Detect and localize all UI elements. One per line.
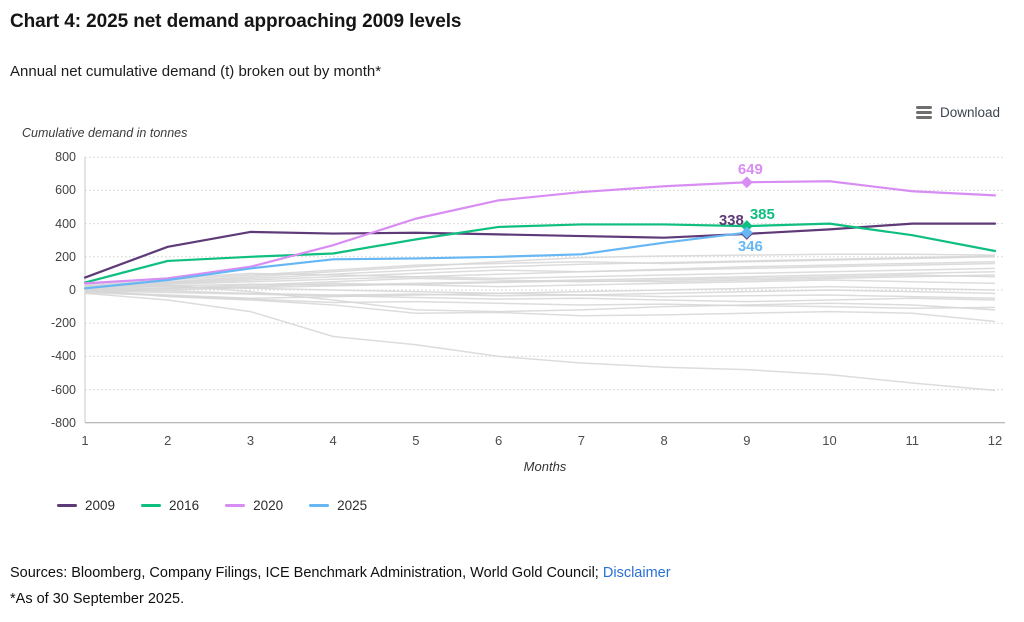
legend-item-2025[interactable]: 2025 [309, 498, 367, 513]
sources-text: Sources: Bloomberg, Company Filings, ICE… [10, 565, 603, 581]
background-year-line [84, 292, 996, 392]
legend-swatch-2009 [57, 504, 77, 507]
download-menu-icon [915, 106, 932, 119]
legend-label-2025: 2025 [337, 498, 368, 513]
background-year-line [84, 289, 996, 300]
legend-item-2016[interactable]: 2016 [141, 498, 199, 513]
series-line-2016[interactable] [83, 222, 997, 284]
series-marker-2020[interactable] [740, 176, 753, 189]
x-axis-title: Months [523, 459, 567, 474]
legend-item-2009[interactable]: 2009 [57, 498, 115, 513]
footnote: *As of 30 September 2025. [10, 591, 185, 607]
sources-line: Sources: Bloomberg, Company Filings, ICE… [10, 565, 671, 581]
x-tick-label: 7 [577, 433, 585, 448]
data-label-2009: 338 [718, 211, 744, 229]
background-year-line [84, 261, 996, 288]
background-year-line [84, 291, 996, 310]
x-tick-label: 3 [246, 433, 255, 448]
legend-label-2016: 2016 [169, 498, 200, 513]
legend-swatch-2016 [141, 504, 162, 507]
background-year-line [84, 256, 996, 286]
x-tick-label: 5 [412, 433, 420, 448]
series-line-2009[interactable] [83, 222, 997, 279]
series-line-2020[interactable] [83, 180, 997, 285]
x-tick-label: 12 [987, 433, 1003, 448]
background-year-line [84, 255, 996, 289]
legend-label-2009: 2009 [85, 498, 116, 513]
background-year-line [84, 290, 996, 303]
download-button[interactable]: Download [915, 105, 1000, 120]
background-year-line [84, 279, 996, 290]
x-tick-label: 8 [660, 433, 668, 448]
chart-subtitle: Annual net cumulative demand (t) broken … [10, 63, 382, 80]
y-tick-label: -600 [50, 382, 76, 397]
y-tick-label: 400 [55, 216, 76, 231]
disclaimer-link[interactable]: Disclaimer [602, 565, 671, 581]
x-tick-label: 4 [329, 433, 337, 448]
data-label-2016: 385 [749, 206, 775, 224]
y-axis-caption: Cumulative demand in tonnes [22, 126, 188, 140]
legend-item-2020[interactable]: 2020 [225, 498, 283, 513]
y-tick-label: 0 [69, 283, 76, 297]
y-tick-label: -800 [50, 415, 76, 430]
background-year-line [84, 284, 996, 313]
data-label-2025: 346 [737, 237, 763, 255]
background-year-line [84, 253, 996, 287]
y-tick-label: 600 [55, 183, 76, 198]
legend-swatch-2020 [225, 504, 246, 507]
series-line-2025[interactable] [83, 231, 748, 290]
background-year-line [84, 288, 996, 300]
background-year-line [84, 262, 996, 288]
x-tick-label: 10 [822, 433, 837, 448]
x-tick-label: 1 [81, 433, 89, 448]
background-year-line [84, 289, 996, 323]
legend-label-2020: 2020 [253, 498, 284, 513]
x-tick-label: 9 [743, 433, 751, 448]
y-tick-label: 800 [55, 150, 76, 165]
x-tick-label: 11 [905, 433, 920, 448]
background-year-line [84, 274, 996, 293]
background-year-line [84, 274, 996, 291]
chart-legend: 2009 2016 2020 2025 [57, 498, 367, 513]
chart-title: Chart 4: 2025 net demand approaching 200… [10, 11, 462, 32]
background-year-line [84, 267, 996, 285]
data-label-2020: 649 [737, 161, 763, 179]
x-tick-label: 6 [495, 433, 503, 448]
y-tick-label: -200 [50, 316, 76, 331]
y-tick-label: 200 [55, 249, 76, 264]
legend-swatch-2025 [309, 504, 330, 507]
x-tick-label: 2 [164, 433, 172, 448]
download-label: Download [939, 105, 1000, 120]
y-tick-label: -400 [50, 349, 76, 364]
